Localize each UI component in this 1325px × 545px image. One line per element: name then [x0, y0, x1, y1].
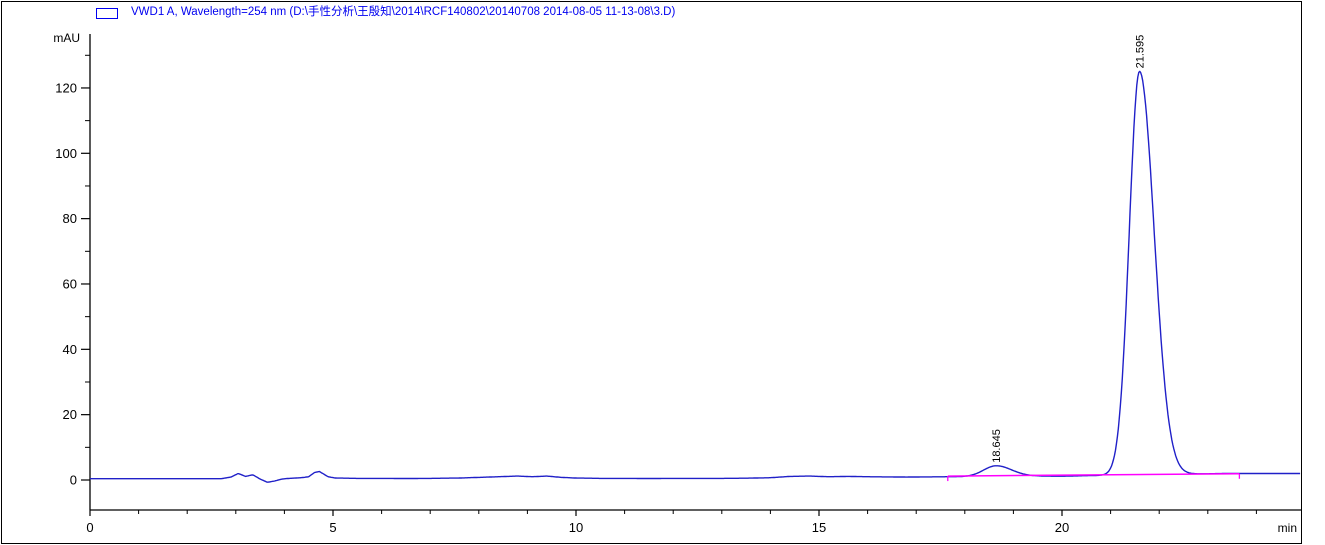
x-tick-label: 0: [86, 520, 93, 535]
signal-trace: [90, 70, 1301, 483]
x-tick-label: 5: [329, 520, 336, 535]
x-tick-label: 20: [1055, 520, 1069, 535]
chart-header: VWD1 A, Wavelength=254 nm (D:\手性分析\王殷知\2…: [0, 5, 1300, 23]
peak-rt-label: 18.645: [991, 429, 1003, 463]
peak-rt-label: 21.595: [1135, 35, 1147, 69]
y-tick-label: 80: [63, 211, 77, 226]
y-tick-label: 20: [63, 407, 77, 422]
y-tick-label: 60: [63, 276, 77, 291]
integration-baseline: [947, 473, 1240, 477]
x-tick-label: 15: [812, 520, 826, 535]
x-tick-label: 10: [569, 520, 583, 535]
y-axis-unit-label: mAU: [53, 31, 80, 45]
x-axis-unit-label: min: [1278, 521, 1297, 535]
y-tick-label: 40: [63, 342, 77, 357]
y-tick-label: 0: [70, 473, 77, 488]
y-tick-label: 120: [55, 80, 77, 95]
y-tick-label: 100: [55, 146, 77, 161]
legend-swatch-icon: [96, 8, 118, 19]
signal-title: VWD1 A, Wavelength=254 nm (D:\手性分析\王殷知\2…: [131, 6, 676, 18]
window-border: [1, 1, 1302, 544]
